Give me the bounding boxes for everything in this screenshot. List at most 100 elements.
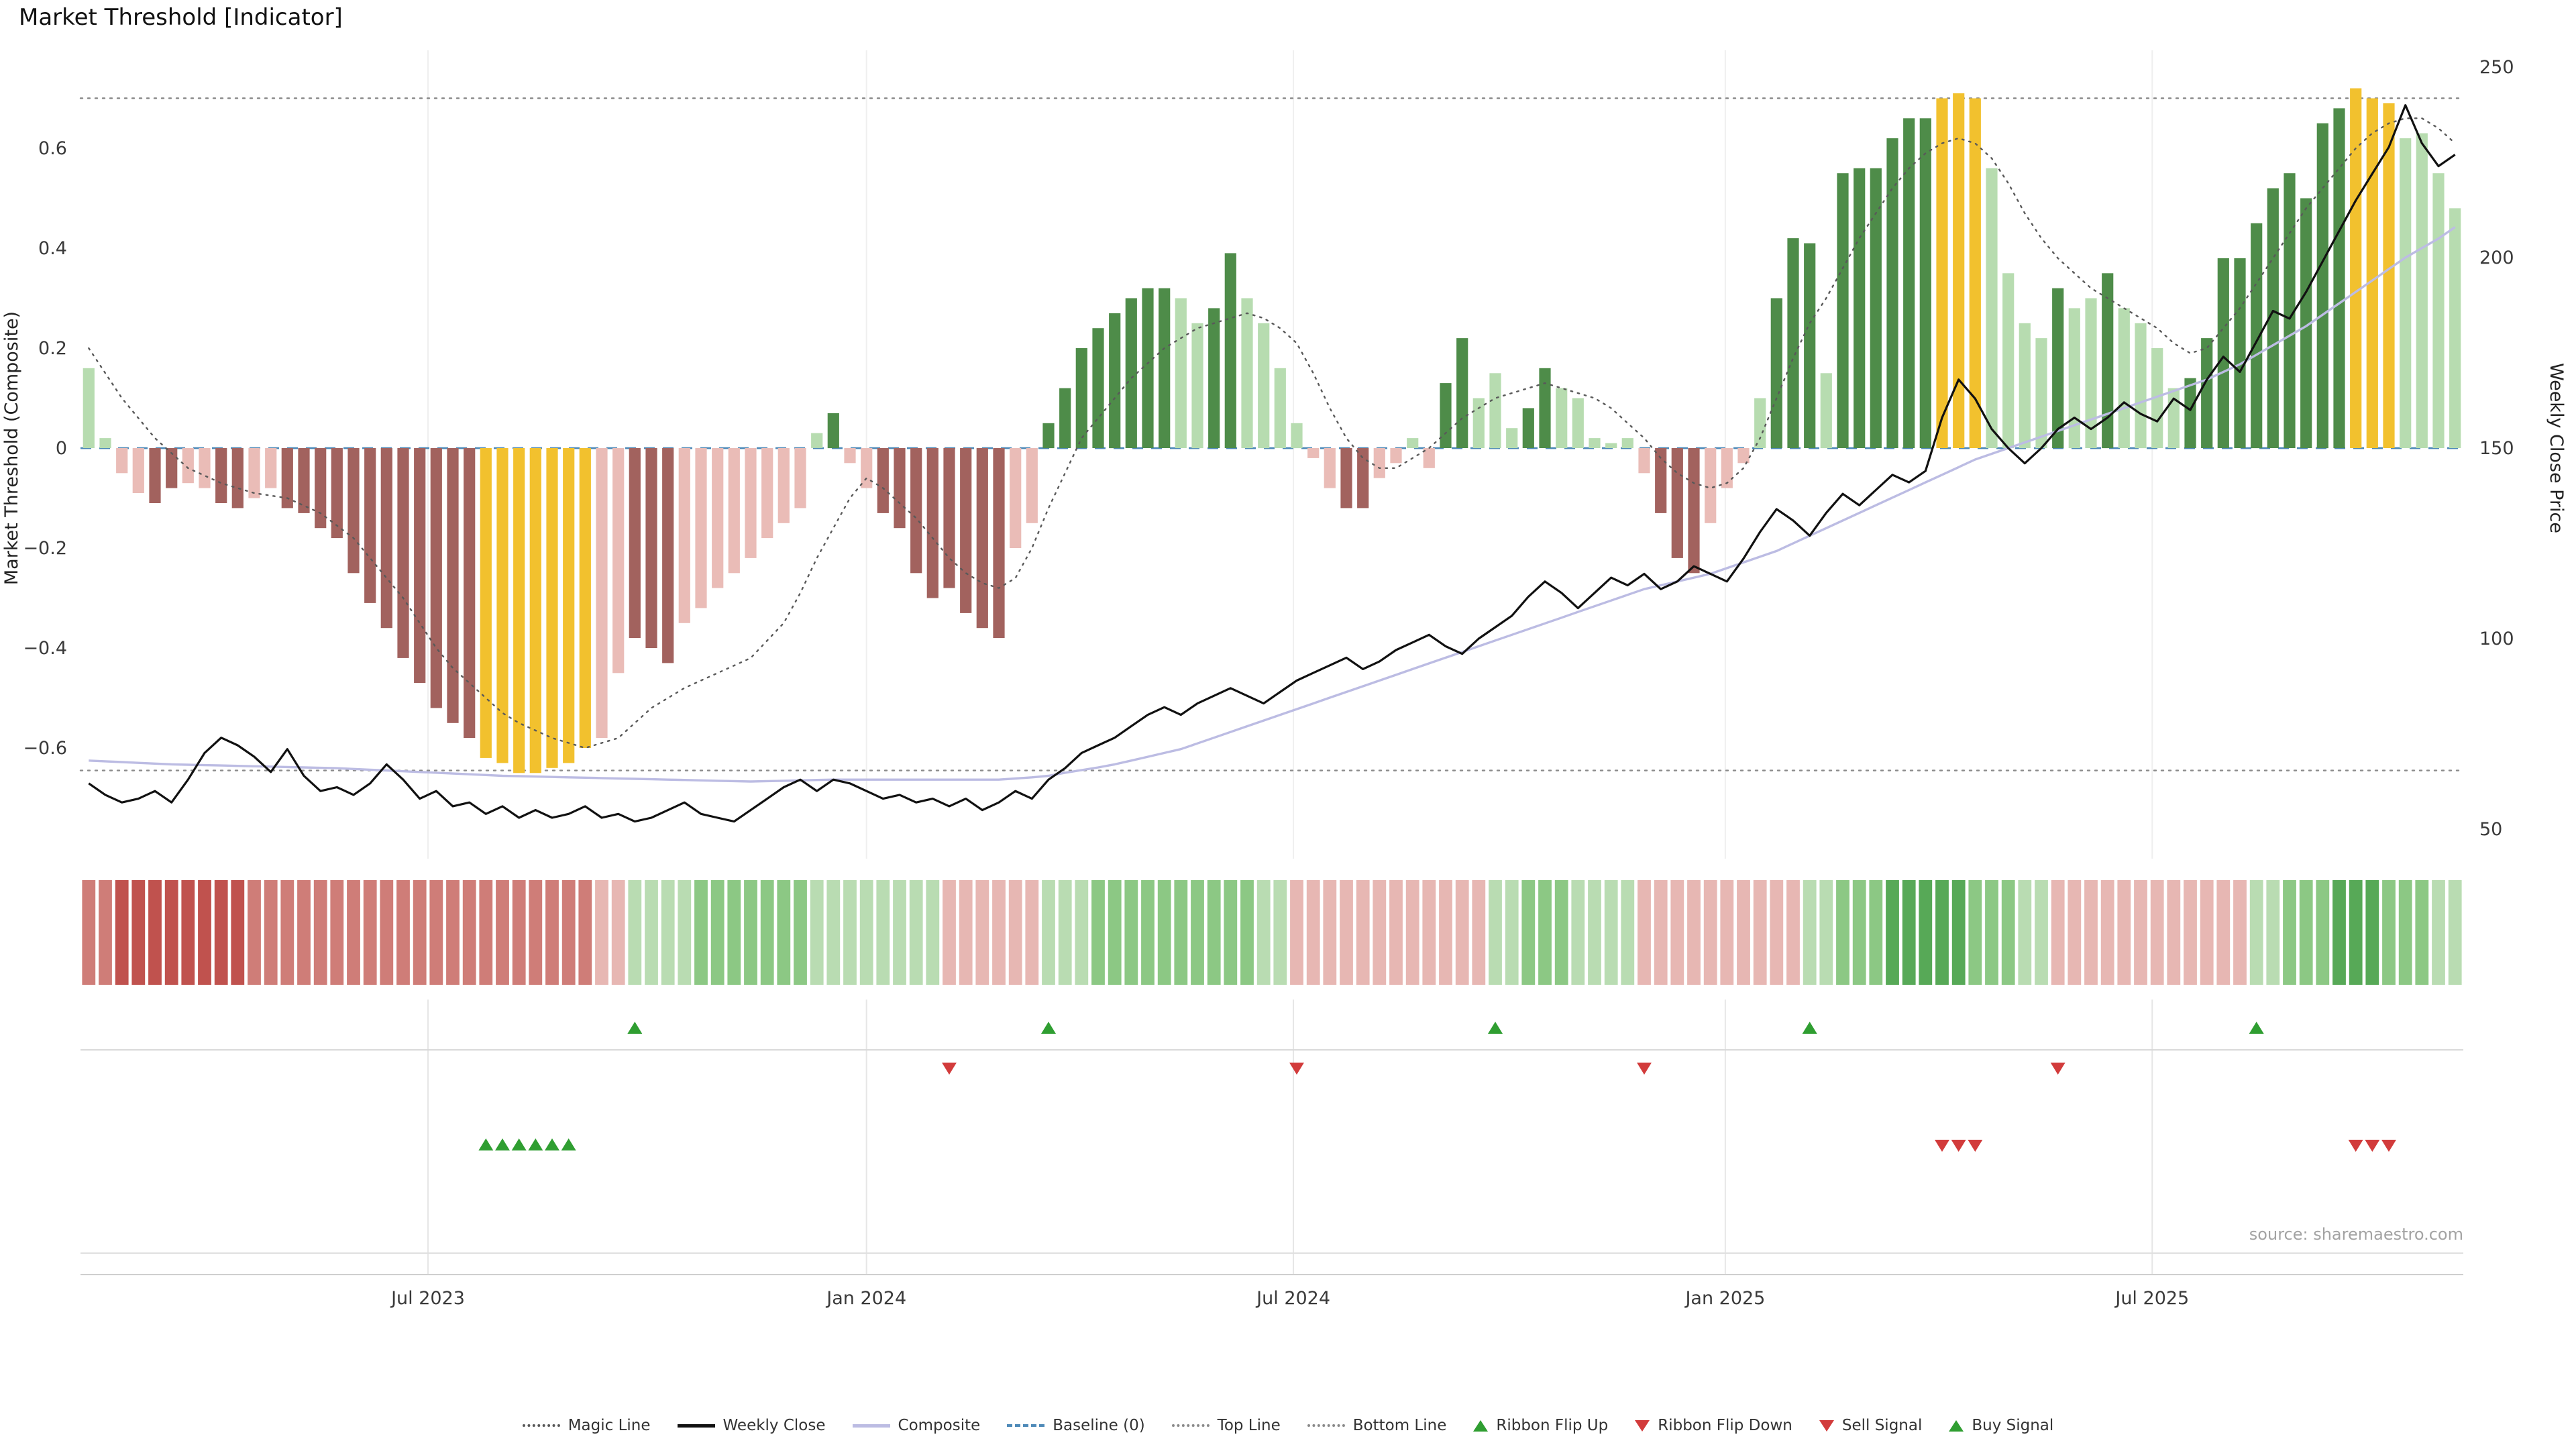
ribbon-cell	[975, 880, 989, 985]
ribbon-cell	[1770, 880, 1784, 985]
threshold-bar	[2118, 308, 2130, 448]
ribbon-cell	[2332, 880, 2346, 985]
threshold-bar	[83, 368, 95, 448]
threshold-bar	[1440, 383, 1452, 448]
ribbon-cell	[1935, 880, 1949, 985]
threshold-bar	[1804, 243, 1816, 448]
threshold-bar	[2052, 288, 2064, 448]
dotted-line-icon	[522, 1424, 560, 1427]
ribbon-cell	[1654, 880, 1668, 985]
ribbon-cell	[1985, 880, 1998, 985]
ribbon-cell	[2266, 880, 2280, 985]
threshold-bar	[695, 448, 707, 608]
threshold-bar	[629, 448, 641, 639]
ribbon-cell	[760, 880, 774, 985]
ribbon-cell	[2117, 880, 2131, 985]
right-axis-label: Weekly Close Price	[2546, 363, 2567, 533]
ribbon-cell	[893, 880, 906, 985]
threshold-bar	[1109, 313, 1121, 449]
threshold-bar	[861, 448, 873, 488]
ribbon-cell	[611, 880, 625, 985]
threshold-bar	[496, 448, 508, 763]
ribbon-cell	[595, 880, 608, 985]
ribbon-cell	[1472, 880, 1486, 985]
ribbon-cell	[1852, 880, 1866, 985]
ribbon-cell	[1886, 880, 1899, 985]
threshold-bar	[182, 448, 194, 484]
axis-ticks: 0.6 0.4 0.2 0 −0.2 −0.4 −0.6 250 200 150 100 50 Jul …	[23, 57, 2514, 1309]
threshold-bar	[712, 448, 724, 588]
threshold-bar	[1472, 398, 1485, 448]
buy-signal-marker	[495, 1138, 510, 1150]
threshold-bar	[1092, 328, 1104, 448]
ribbon-cell	[164, 880, 178, 985]
threshold-bar	[215, 448, 227, 503]
threshold-bar	[1671, 448, 1683, 558]
ribbon-cell	[826, 880, 841, 985]
threshold-bar	[1059, 388, 1071, 448]
ribbon-cell	[1588, 880, 1601, 985]
left-axis-tick: 0.6	[38, 138, 67, 159]
ribbon-cell	[2398, 880, 2412, 985]
sell-signal-marker	[1935, 1140, 1949, 1152]
buy-signal-marker	[511, 1138, 527, 1150]
threshold-bar	[1307, 448, 1320, 458]
legend-label: Top Line	[1217, 1417, 1281, 1434]
ribbon-cell	[777, 880, 791, 985]
threshold-bar	[447, 448, 459, 723]
threshold-bar	[464, 448, 476, 739]
threshold-bar	[1390, 448, 1402, 464]
threshold-bar	[894, 448, 906, 529]
triangle-down-icon	[1819, 1419, 1834, 1432]
ribbon-cell	[2349, 880, 2363, 985]
ribbon-cell	[363, 880, 377, 985]
ribbon-cell	[2299, 880, 2313, 985]
threshold-bar	[2400, 138, 2412, 448]
threshold-bar	[315, 448, 327, 529]
legend-item-sell-signal: Sell Signal	[1819, 1417, 1922, 1434]
legend-item-bottom-line: Bottom Line	[1307, 1417, 1446, 1434]
ribbon-cell	[1638, 880, 1651, 985]
ribbon-cell	[181, 880, 195, 985]
ribbon-cell	[1455, 880, 1469, 985]
threshold-bar	[662, 448, 674, 663]
ribbon-cell	[214, 880, 228, 985]
threshold-bar	[1142, 288, 1154, 448]
ribbon-cell	[859, 880, 873, 985]
ribbon-cell	[628, 880, 642, 985]
threshold-bar	[2449, 208, 2461, 448]
ribbon-cell	[678, 880, 692, 985]
ribbon-flip-down-marker	[1289, 1063, 1304, 1075]
threshold-bar	[1572, 398, 1584, 448]
threshold-bar	[1125, 298, 1137, 448]
threshold-bar	[1854, 168, 1866, 449]
magic-line	[88, 117, 2456, 749]
ribbon-cell	[810, 880, 824, 985]
buy-signal-marker	[478, 1138, 494, 1150]
threshold-bar	[347, 448, 360, 574]
threshold-bar	[2035, 338, 2047, 448]
ribbon-cell	[2283, 880, 2296, 985]
ribbon-cell	[2035, 880, 2048, 985]
threshold-bar	[579, 448, 591, 748]
threshold-bar	[231, 448, 244, 508]
ribbon-cell	[1604, 880, 1618, 985]
threshold-bar	[2383, 103, 2395, 448]
threshold-bar	[430, 448, 442, 708]
threshold-bar	[678, 448, 690, 623]
composite-line	[89, 226, 2456, 783]
sell-signal-marker	[1968, 1140, 1983, 1152]
threshold-bar	[380, 448, 392, 629]
threshold-bar	[728, 448, 740, 574]
dashed-line-icon	[1007, 1424, 1045, 1427]
ribbon-cell	[1373, 880, 1387, 985]
threshold-bar	[529, 448, 541, 773]
threshold-bar	[2350, 88, 2362, 449]
ribbon-cell	[462, 880, 476, 985]
buy-signal-marker	[528, 1138, 543, 1150]
ribbon-cell	[1008, 880, 1022, 985]
ribbon-cell	[1075, 880, 1089, 985]
sell-signal-marker	[1951, 1140, 1966, 1152]
ribbon-cell	[1505, 880, 1519, 985]
dotted-line-icon	[1171, 1424, 1210, 1427]
